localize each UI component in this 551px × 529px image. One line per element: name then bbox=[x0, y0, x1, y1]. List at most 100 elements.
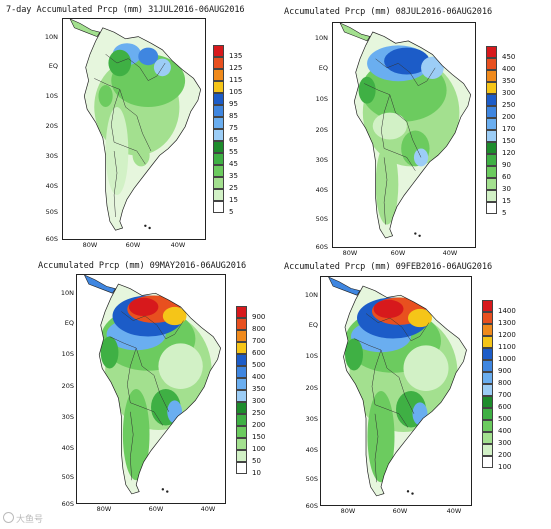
legend-swatch bbox=[213, 141, 224, 153]
legend-level-label: 200 bbox=[498, 451, 512, 459]
country-border bbox=[156, 320, 184, 340]
lon-label: 60W bbox=[390, 249, 406, 257]
legend-swatch bbox=[482, 444, 493, 456]
legend-level-label: 400 bbox=[502, 65, 516, 73]
legend-level-label: 65 bbox=[229, 136, 238, 144]
precip-region bbox=[372, 112, 407, 140]
map-panel-1: 7-day Accumulated Prcp (mm) 31JUL2016-06… bbox=[0, 0, 275, 255]
legend-level-label: 350 bbox=[502, 77, 516, 85]
lat-label: EQ bbox=[48, 62, 58, 70]
legend-swatch bbox=[486, 202, 497, 214]
legend-level-label: 500 bbox=[252, 361, 266, 369]
legend-swatch bbox=[482, 312, 493, 324]
lat-label: 20S bbox=[45, 122, 58, 130]
legend-level-label: 1200 bbox=[498, 331, 516, 339]
legend-level-label: 150 bbox=[252, 433, 266, 441]
legend-level-label: 60 bbox=[502, 173, 511, 181]
country-border bbox=[105, 54, 140, 68]
legend-swatch bbox=[213, 189, 224, 201]
lat-label: 20S bbox=[61, 382, 74, 390]
legend-swatch bbox=[486, 46, 497, 58]
island bbox=[148, 226, 151, 230]
precip-region bbox=[358, 76, 376, 104]
lon-label: 80W bbox=[96, 505, 112, 513]
lat-label: 10N bbox=[60, 289, 74, 297]
precip-region bbox=[128, 297, 159, 317]
precip-region bbox=[105, 107, 129, 195]
legend-level-label: 85 bbox=[229, 112, 238, 120]
lat-label: 30S bbox=[45, 152, 58, 160]
legend-level-label: 105 bbox=[229, 88, 243, 96]
legend-level-label: 45 bbox=[229, 160, 238, 168]
lon-label: 60W bbox=[125, 241, 141, 249]
country-border bbox=[130, 411, 134, 481]
legend-swatch bbox=[236, 414, 247, 426]
map-panel-4: Accumulated Prcp (mm) 09FEB2016-06AUG201… bbox=[276, 258, 551, 529]
lat-label: EQ bbox=[308, 321, 318, 329]
legend-level-label: 125 bbox=[229, 64, 243, 72]
coastline bbox=[83, 27, 202, 231]
lat-label: 60S bbox=[315, 243, 328, 251]
legend-swatch bbox=[236, 426, 247, 438]
lat-label: EQ bbox=[64, 319, 74, 327]
lat-label: 40S bbox=[45, 182, 58, 190]
lat-label: 50S bbox=[305, 475, 318, 483]
legend-level-label: 25 bbox=[229, 184, 238, 192]
precip-region bbox=[421, 56, 444, 79]
lon-label: 40W bbox=[200, 505, 216, 513]
precip-map bbox=[84, 275, 221, 495]
legend-swatch bbox=[236, 378, 247, 390]
lat-label: 40S bbox=[315, 186, 328, 194]
legend-level-label: 5 bbox=[229, 208, 234, 216]
legend-level-label: 35 bbox=[229, 172, 238, 180]
legend-level-label: 200 bbox=[502, 113, 516, 121]
legend-swatch bbox=[482, 456, 493, 468]
legend-level-label: 15 bbox=[502, 197, 511, 205]
legend-swatch bbox=[213, 81, 224, 93]
legend-level-label: 700 bbox=[252, 337, 266, 345]
legend-level-label: 150 bbox=[502, 137, 516, 145]
country-border bbox=[371, 349, 382, 405]
legend-swatch bbox=[482, 300, 493, 312]
lat-label: 60S bbox=[305, 502, 318, 510]
legend-level-label: 1300 bbox=[498, 319, 516, 327]
legend-swatch bbox=[482, 396, 493, 408]
country-border bbox=[395, 112, 422, 158]
precip-region bbox=[384, 47, 430, 75]
legend-level-label: 400 bbox=[252, 373, 266, 381]
lat-label: 10N bbox=[314, 34, 328, 42]
legend-swatch bbox=[482, 348, 493, 360]
country-border bbox=[121, 311, 158, 326]
lat-label: 10S bbox=[315, 95, 328, 103]
country-border bbox=[374, 404, 409, 428]
panel-title: Accumulated Prcp (mm) 09MAY2016-06AUG201… bbox=[38, 261, 247, 271]
lat-label: 60S bbox=[45, 235, 58, 243]
coastline bbox=[98, 283, 221, 495]
legend-level-label: 100 bbox=[252, 445, 266, 453]
legend-swatch bbox=[236, 342, 247, 354]
country-border bbox=[130, 402, 164, 426]
legend-level-label: 115 bbox=[229, 76, 243, 84]
central-america bbox=[328, 277, 361, 296]
precip-region bbox=[375, 143, 399, 225]
precip-shading bbox=[100, 295, 212, 481]
legend-swatch bbox=[486, 58, 497, 70]
country-border bbox=[381, 94, 391, 149]
lon-label: 40W bbox=[446, 507, 462, 515]
country-border bbox=[125, 106, 152, 152]
lat-label: 10N bbox=[304, 291, 318, 299]
precip-region bbox=[345, 338, 363, 371]
legend-level-label: 30 bbox=[502, 185, 511, 193]
legend-swatch bbox=[236, 306, 247, 318]
lon-label: 60W bbox=[392, 507, 408, 515]
lon-label: 60W bbox=[148, 505, 164, 513]
island bbox=[406, 490, 410, 493]
country-border bbox=[94, 78, 126, 108]
legend-level-label: 10 bbox=[252, 469, 261, 477]
legend-level-label: 250 bbox=[502, 101, 516, 109]
legend-level-label: 450 bbox=[502, 53, 516, 61]
precip-region bbox=[98, 85, 113, 107]
legend-swatch bbox=[213, 93, 224, 105]
legend-level-label: 50 bbox=[252, 457, 261, 465]
legend-level-label: 800 bbox=[498, 379, 512, 387]
